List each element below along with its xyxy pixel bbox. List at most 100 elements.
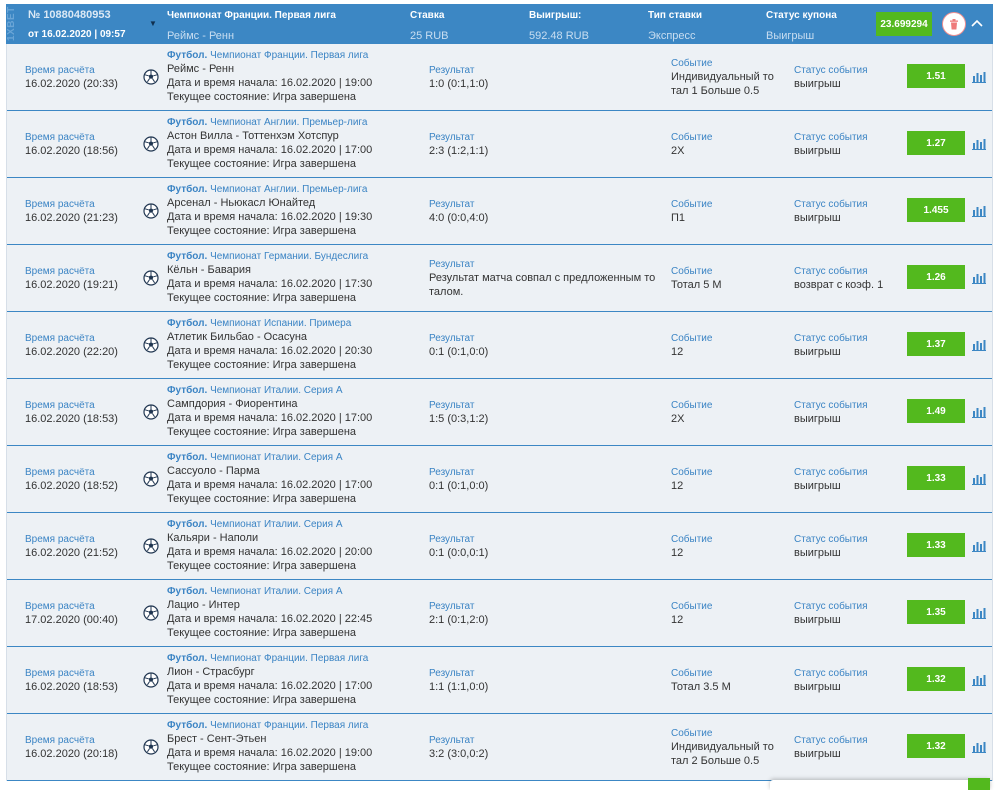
coef-badge: 1.32 [907, 667, 965, 691]
calc-time: Время расчёта 16.02.2020 (18:53) [25, 668, 118, 694]
result: Результат 3:2 (3:0,0:2) [429, 735, 661, 761]
event: Событие Индивидуальный то тал 2 Больше 0.… [671, 728, 783, 768]
football-icon [143, 471, 159, 487]
match-start: Дата и время начала: 16.02.2020 | 17:00 [167, 478, 372, 492]
start-value: 16.02.2020 | 17:00 [280, 412, 373, 424]
statistics-icon[interactable] [972, 405, 986, 418]
event-row: Время расчёта 16.02.2020 (19:21) Футбол. Ч… [7, 245, 992, 312]
statistics-icon[interactable] [972, 606, 986, 619]
statistics-icon[interactable] [972, 472, 986, 485]
calc-time-label: Время расчёта [25, 534, 95, 545]
event-status-value: выигрыш [794, 212, 841, 224]
coef-badge: 1.26 [907, 265, 965, 289]
match-state: Текущее состояние: Игра завершена [167, 492, 372, 506]
event-status-value: выигрыш [794, 145, 841, 157]
match-state: Текущее состояние: Игра завершена [167, 291, 372, 305]
league-name: Чемпионат Франции. Первая лига [210, 653, 369, 664]
state-label: Текущее состояние: [167, 225, 273, 237]
coef-badge: 1.49 [907, 399, 965, 423]
result-value: 1:5 (0:3,1:2) [429, 413, 489, 425]
header-coupon-status: Статус купона Выигрыш [766, 9, 837, 43]
event-row: Время расчёта 16.02.2020 (21:52) Футбол. Ч… [7, 513, 992, 580]
match-teams: Сампдория - Фиорентина [167, 398, 298, 410]
event-label: Событие [671, 467, 713, 478]
start-label: Дата и время начала: [167, 278, 281, 290]
statistics-icon[interactable] [972, 137, 986, 150]
calc-time-value: 17.02.2020 (00:40) [25, 614, 118, 626]
event-value: Индивидуальный то тал 2 Больше 0.5 [671, 741, 774, 767]
event-status-value: выигрыш [794, 547, 841, 559]
statistics-icon[interactable] [972, 204, 986, 217]
sport-name: Футбол. [167, 251, 208, 262]
event: Событие П1 [671, 199, 783, 225]
event-status-value: выигрыш [794, 346, 841, 358]
delete-button[interactable] [942, 12, 966, 36]
statistics-icon[interactable] [972, 539, 986, 552]
calc-time-value: 16.02.2020 (18:56) [25, 145, 118, 157]
collapse-button[interactable] [969, 15, 985, 31]
start-label: Дата и время начала: [167, 345, 281, 357]
coef-badge: 1.32 [907, 734, 965, 758]
match-state: Текущее состояние: Игра завершена [167, 626, 372, 640]
state-value: Игра завершена [272, 225, 357, 237]
match-info: Футбол. Чемпионат Франции. Первая лига Ре… [167, 50, 372, 104]
statistics-icon[interactable] [972, 70, 986, 83]
league-line: Футбол. Чемпионат Италии. Серия А [167, 385, 372, 397]
state-label: Текущее состояние: [167, 560, 273, 572]
event-status-value: выигрыш [794, 748, 841, 760]
coef-badge: 1.33 [907, 466, 965, 490]
coef-badge: 1.35 [907, 600, 965, 624]
league-line: Футбол. Чемпионат Англии. Премьер-лига [167, 184, 372, 196]
event-value: 2X [671, 145, 685, 157]
header-stake-value: 25 RUB [410, 30, 449, 42]
result-value: 1:1 (1:1,0:0) [429, 681, 489, 693]
event-value: Тотал 5 М [671, 279, 722, 291]
start-label: Дата и время начала: [167, 747, 281, 759]
league-name: Чемпионат Италии. Серия А [210, 452, 343, 463]
brand-logo: 1XBET [6, 6, 17, 42]
match-state: Текущее состояние: Игра завершена [167, 90, 372, 104]
match-teams: Кальяри - Наполи [167, 532, 259, 544]
header-bet-type-label: Тип ставки [648, 10, 703, 21]
state-value: Игра завершена [272, 694, 357, 706]
event-value: 2X [671, 413, 685, 425]
state-label: Текущее состояние: [167, 91, 273, 103]
event: Событие 12 [671, 467, 783, 493]
coupon-header[interactable]: 1XBET № 10880480953 от 16.02.2020 | 09:5… [6, 4, 993, 44]
event-status-label: Статус события [794, 266, 868, 277]
event-row: Время расчёта 16.02.2020 (20:18) Футбол. Ч… [7, 714, 992, 781]
result: Результат 0:1 (0:1,0:0) [429, 467, 661, 493]
calc-time-label: Время расчёта [25, 132, 95, 143]
statistics-icon[interactable] [972, 338, 986, 351]
result: Результат 1:0 (0:1,1:0) [429, 65, 661, 91]
statistics-icon[interactable] [972, 271, 986, 284]
sport-name: Футбол. [167, 452, 208, 463]
event-label: Событие [671, 534, 713, 545]
chevron-down-icon[interactable]: ▼ [149, 19, 157, 28]
event-status: Статус события выигрыш [794, 735, 898, 761]
statistics-icon[interactable] [972, 740, 986, 753]
calc-time-value: 16.02.2020 (19:21) [25, 279, 118, 291]
event-status-value: выигрыш [794, 78, 841, 90]
start-value: 16.02.2020 | 20:00 [280, 546, 373, 558]
calc-time: Время расчёта 16.02.2020 (20:33) [25, 65, 118, 91]
header-bet-type: Тип ставки Экспресс [648, 9, 702, 43]
event-value: П1 [671, 212, 686, 224]
event-value: 12 [671, 614, 684, 626]
start-value: 16.02.2020 | 19:00 [280, 77, 373, 89]
state-value: Игра завершена [272, 560, 357, 572]
match-state: Текущее состояние: Игра завершена [167, 559, 372, 573]
match-start: Дата и время начала: 16.02.2020 | 17:00 [167, 143, 372, 157]
football-icon [143, 538, 159, 554]
sport-name: Футбол. [167, 318, 208, 329]
event-label: Событие [671, 601, 713, 612]
state-label: Текущее состояние: [167, 426, 273, 438]
coef-badge: 1.37 [907, 332, 965, 356]
match-info: Футбол. Чемпионат Италии. Серия А Сассуол… [167, 452, 372, 506]
event-status-value: выигрыш [794, 413, 841, 425]
event-value: 12 [671, 346, 684, 358]
statistics-icon[interactable] [972, 673, 986, 686]
panel-corner-accent [968, 778, 990, 790]
calc-time-value: 16.02.2020 (18:53) [25, 681, 118, 693]
header-coupon-status-label: Статус купона [766, 10, 837, 21]
